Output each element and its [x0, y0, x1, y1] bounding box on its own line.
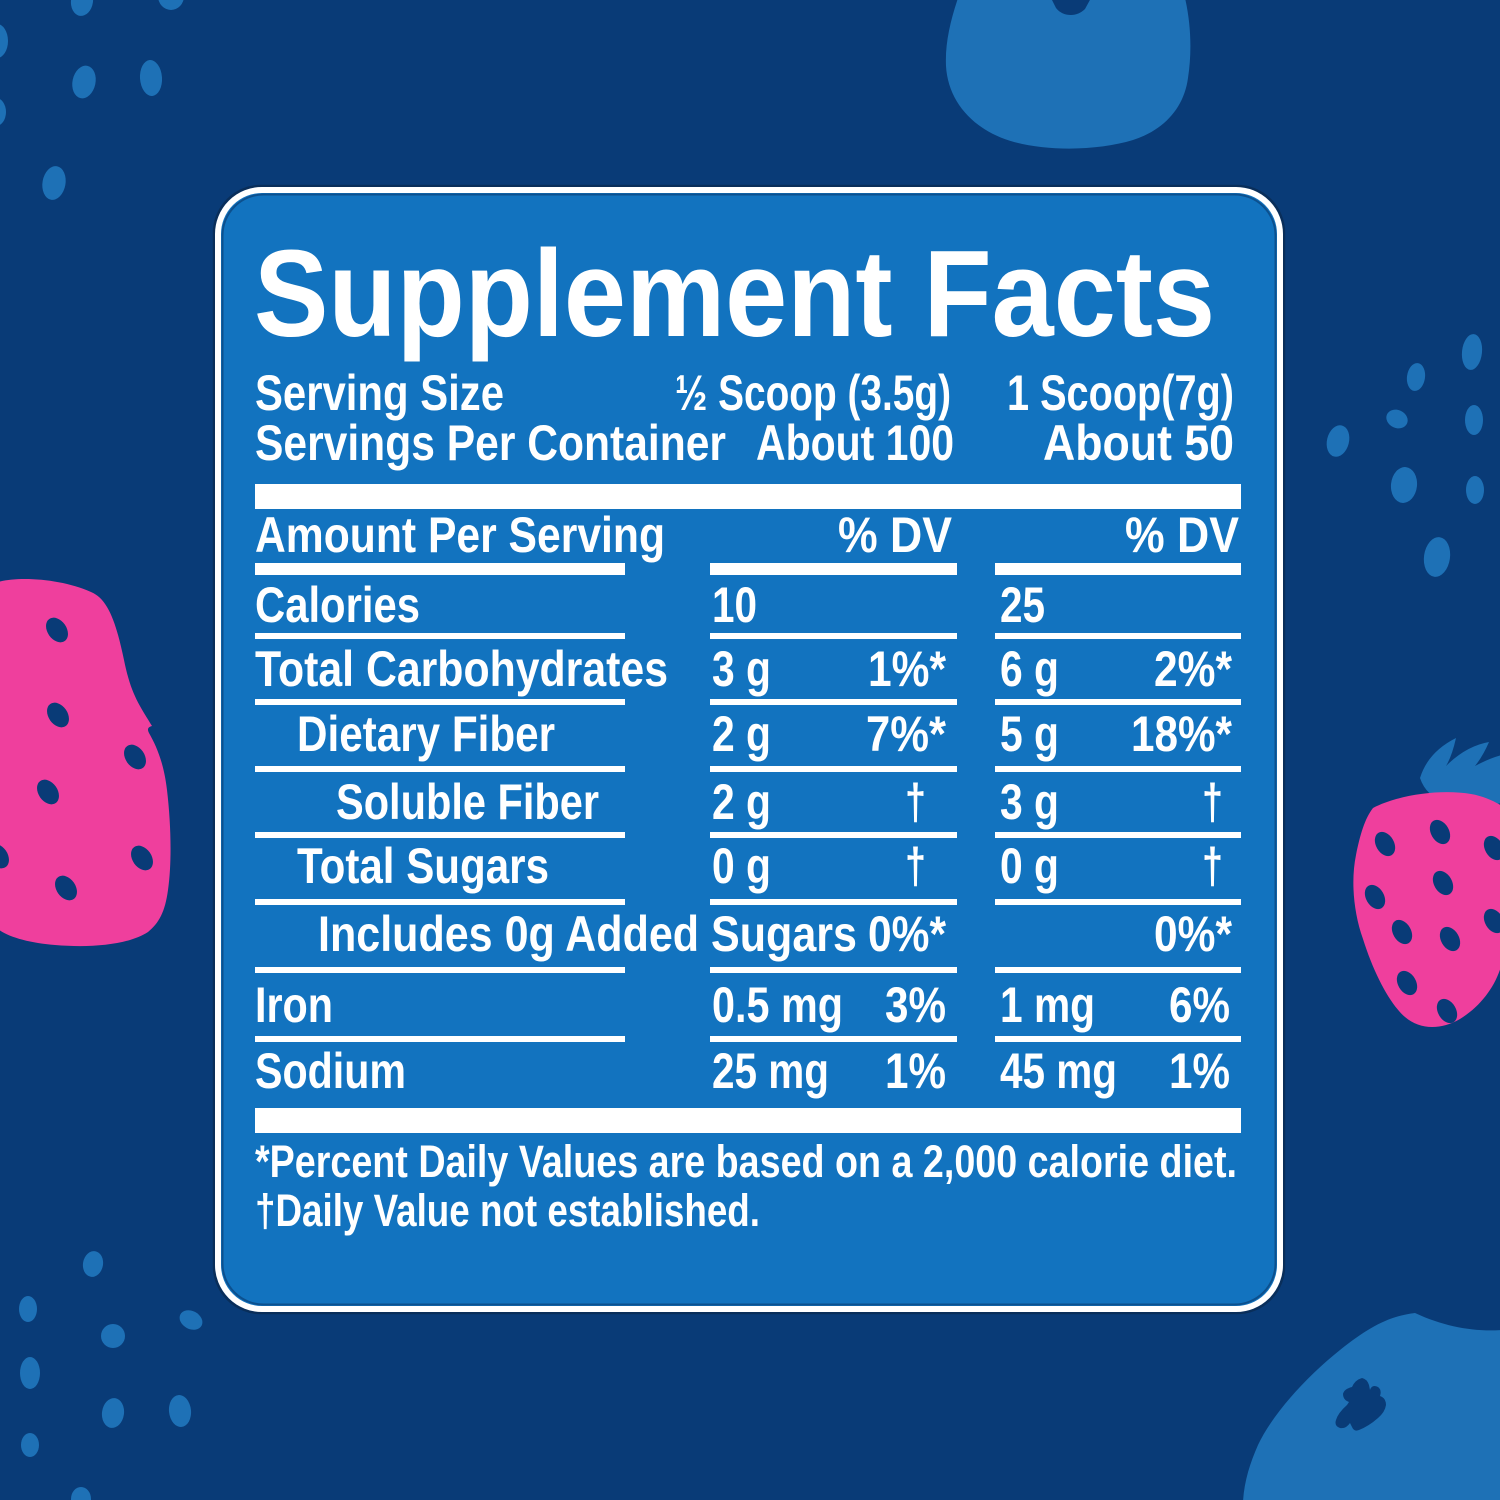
svg-text:Amount Per Serving: Amount Per Serving: [255, 507, 665, 563]
svg-text:3 g: 3 g: [1000, 774, 1059, 830]
svg-text:1 mg: 1 mg: [1000, 977, 1095, 1033]
svg-text:Dietary Fiber: Dietary Fiber: [297, 706, 555, 762]
svg-text:Serving Size: Serving Size: [255, 365, 504, 421]
svg-text:Soluble Fiber: Soluble Fiber: [336, 774, 599, 830]
svg-text:7%*: 7%*: [866, 706, 946, 762]
svg-text:†: †: [1202, 838, 1223, 894]
svg-text:*Percent Daily Values are base: *Percent Daily Values are based on a 2,0…: [255, 1136, 1237, 1187]
svg-text:Total Carbohydrates: Total Carbohydrates: [255, 641, 668, 697]
svg-text:3%: 3%: [885, 977, 946, 1033]
svg-text:2 g: 2 g: [712, 706, 771, 762]
svg-text:1%*: 1%*: [868, 641, 946, 697]
svg-text:45 mg: 45 mg: [1000, 1043, 1117, 1099]
svg-text:0.5 mg: 0.5 mg: [712, 977, 843, 1033]
svg-text:6 g: 6 g: [1000, 641, 1059, 697]
svg-text:3 g: 3 g: [712, 641, 771, 697]
svg-text:1 Scoop(7g): 1 Scoop(7g): [1007, 365, 1234, 421]
svg-text:½ Scoop (3.5g): ½ Scoop (3.5g): [675, 365, 951, 421]
svg-text:About 100: About 100: [756, 415, 954, 471]
svg-text:0 g: 0 g: [712, 838, 771, 894]
svg-text:0 g: 0 g: [1000, 838, 1059, 894]
svg-text:†: †: [1202, 774, 1223, 830]
svg-text:18%*: 18%*: [1131, 706, 1232, 762]
svg-text:10: 10: [712, 577, 757, 633]
svg-text:Sodium: Sodium: [255, 1043, 406, 1099]
svg-text:Supplement Facts: Supplement Facts: [254, 226, 1215, 363]
svg-text:About 50: About 50: [1043, 415, 1234, 471]
svg-text:25: 25: [1000, 577, 1045, 633]
svg-text:†: †: [905, 838, 926, 894]
svg-text:Calories: Calories: [255, 577, 420, 633]
svg-text:Servings Per Container: Servings Per Container: [255, 415, 726, 471]
svg-text:25 mg: 25 mg: [712, 1043, 829, 1099]
svg-text:% DV: % DV: [1125, 507, 1240, 563]
svg-text:2%*: 2%*: [1154, 641, 1232, 697]
svg-text:0%*: 0%*: [1154, 906, 1232, 962]
svg-text:Includes 0g Added Sugars: Includes 0g Added Sugars: [318, 906, 857, 962]
svg-text:% DV: % DV: [838, 507, 953, 563]
svg-text:†: †: [905, 774, 926, 830]
svg-text:Total Sugars: Total Sugars: [297, 838, 549, 894]
svg-text:†Daily Value not established.: †Daily Value not established.: [255, 1185, 760, 1236]
svg-text:1%: 1%: [885, 1043, 946, 1099]
svg-text:0%*: 0%*: [868, 906, 946, 962]
svg-text:2 g: 2 g: [712, 774, 771, 830]
svg-text:6%: 6%: [1169, 977, 1230, 1033]
svg-text:Iron: Iron: [255, 977, 333, 1033]
svg-text:5 g: 5 g: [1000, 706, 1059, 762]
svg-text:1%: 1%: [1169, 1043, 1230, 1099]
